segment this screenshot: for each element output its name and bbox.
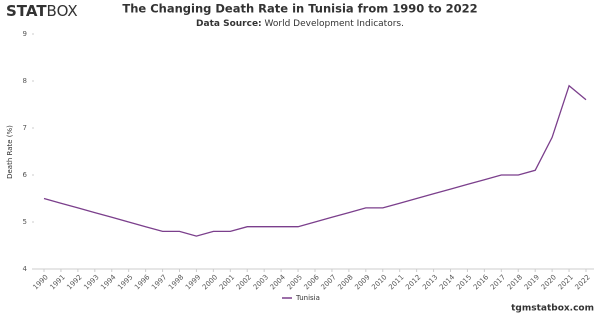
x-tick-label: 2005 bbox=[286, 273, 304, 291]
line bbox=[43, 84, 587, 237]
y-tick-label: 6 bbox=[23, 171, 28, 179]
x-tick-label: 2010 bbox=[370, 273, 388, 291]
x-tick-label: 2012 bbox=[404, 273, 422, 291]
x-tick-label: 2008 bbox=[336, 273, 354, 291]
x-tick-label: 2001 bbox=[218, 273, 236, 291]
subtitle: Data Source: World Development Indicator… bbox=[196, 19, 404, 29]
x-tick-label: 2011 bbox=[387, 273, 405, 291]
y-tick-label: 5 bbox=[23, 218, 27, 226]
x-tick-label: 1997 bbox=[150, 273, 168, 291]
y-tick-label: 4 bbox=[23, 265, 28, 273]
x-tick-label: 1993 bbox=[82, 273, 100, 291]
x-tick-label: 2019 bbox=[523, 273, 541, 291]
x-tick-label: 1992 bbox=[65, 273, 83, 291]
logo: STATBOX bbox=[6, 2, 78, 20]
footer: tgmstatbox.com bbox=[511, 304, 594, 314]
x-tick-label: 1998 bbox=[167, 273, 185, 291]
y-axis-label: Death Rate (%) bbox=[6, 125, 14, 179]
x-tick-label: 1991 bbox=[49, 273, 67, 291]
x-tick-label: 2006 bbox=[303, 273, 322, 292]
x-tick-label: 2021 bbox=[557, 273, 575, 291]
legend-label: Tunisia bbox=[295, 294, 320, 302]
logo-light: BOX bbox=[47, 2, 78, 20]
subtitle-label: Data Source: bbox=[196, 19, 262, 29]
y-tick-label: 9 bbox=[23, 30, 27, 38]
x-tick-label: 2009 bbox=[353, 273, 371, 291]
x-tick-label: 2007 bbox=[320, 273, 338, 291]
x-tick-label: 2022 bbox=[574, 273, 592, 291]
x-tick-label: 2003 bbox=[252, 273, 270, 291]
x-tick-label: 2002 bbox=[235, 273, 253, 291]
x-tick-label: 2004 bbox=[269, 273, 288, 292]
x-tick-label: 2017 bbox=[489, 273, 507, 291]
x-tick-label: 2000 bbox=[201, 273, 219, 291]
logo-bold: STAT bbox=[6, 2, 47, 20]
y-tick-label: 7 bbox=[23, 124, 27, 132]
x-tick-label: 2013 bbox=[421, 273, 439, 291]
x-tick-label: 1995 bbox=[116, 273, 134, 291]
y-tick-label: 8 bbox=[23, 77, 27, 85]
x-tick-label: 2014 bbox=[438, 273, 457, 292]
x-tick-label: 2020 bbox=[540, 273, 558, 291]
x-tick-label: 2018 bbox=[506, 273, 524, 291]
x-tick-label: 2016 bbox=[472, 273, 491, 292]
chart-title: The Changing Death Rate in Tunisia from … bbox=[122, 2, 477, 16]
x-tick-label: 1990 bbox=[32, 273, 50, 291]
x-tick-label: 1999 bbox=[184, 273, 202, 291]
subtitle-text: World Development Indicators. bbox=[265, 19, 404, 29]
x-tick-label: 1996 bbox=[133, 273, 152, 292]
x-tick-label: 2015 bbox=[455, 273, 473, 291]
x-tick-label: 1994 bbox=[99, 273, 118, 292]
